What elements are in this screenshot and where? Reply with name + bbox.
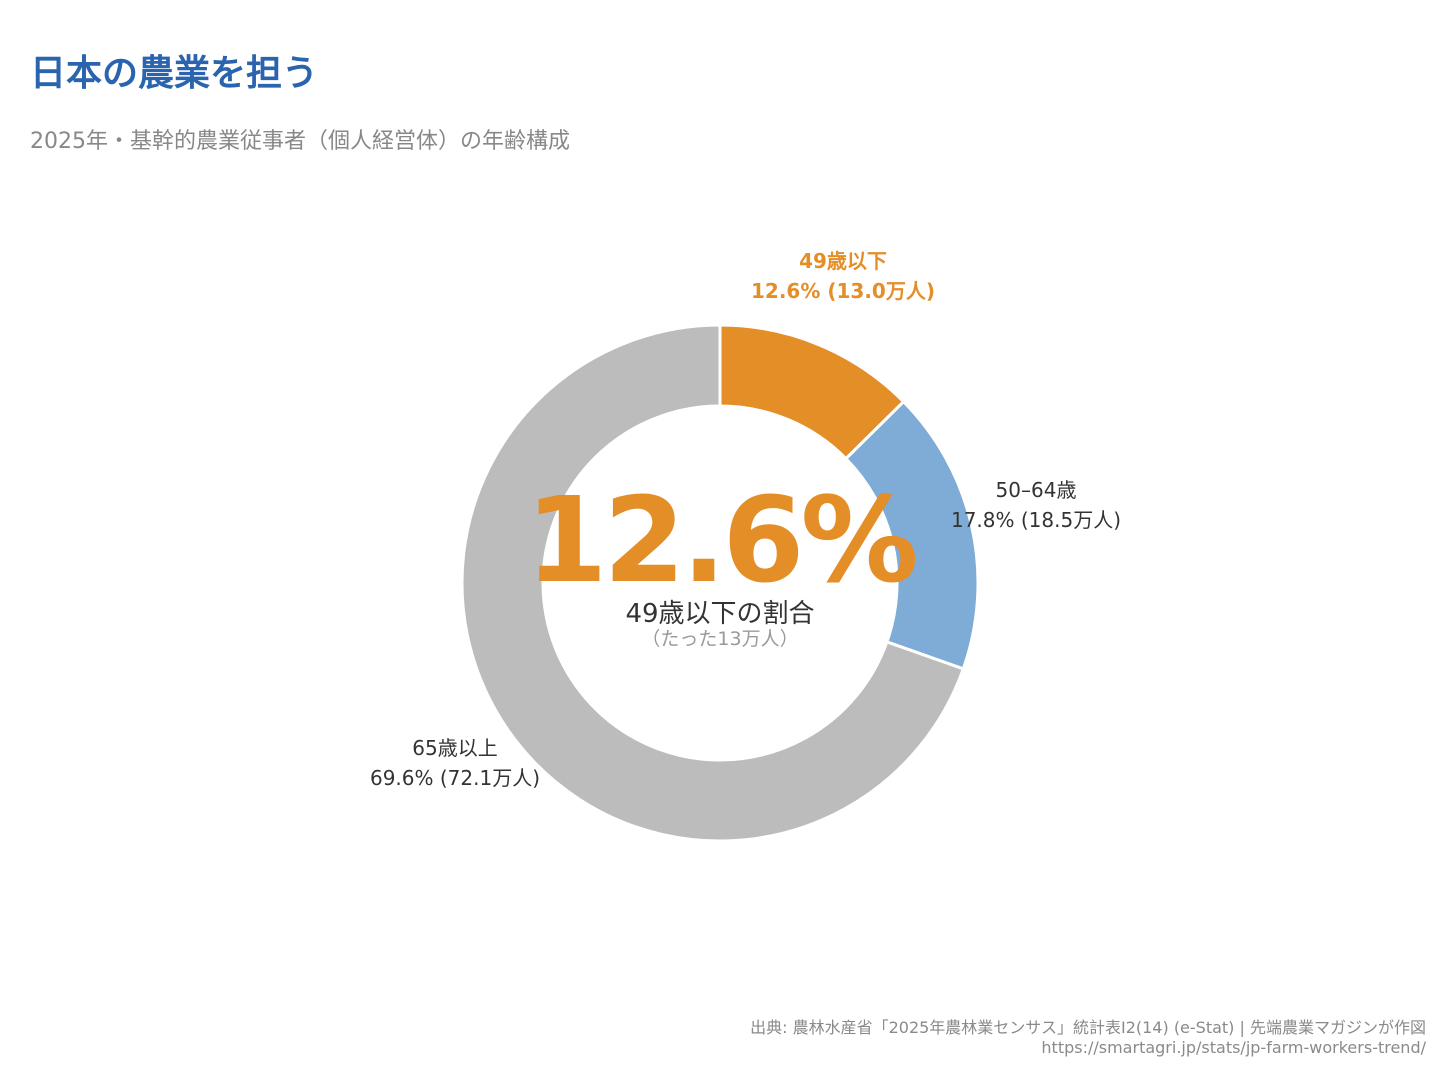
- center-note: （たった13万人）: [641, 628, 798, 650]
- slice-label-value-2: 17.8% (18.5万人): [951, 508, 1121, 532]
- source-note: 出典: 農林水産省「2025年農林業センサス」統計表Ⅰ2(14) (e-Stat…: [750, 1018, 1426, 1037]
- slice-label-value-3: 69.6% (72.1万人): [370, 766, 540, 790]
- donut-slice-3: [460, 323, 966, 843]
- slice-label-value-1: 12.6% (13.0万人): [751, 279, 935, 303]
- slice-label-name-1: 49歳以下: [799, 249, 887, 273]
- slice-label-name-2: 50–64歳: [996, 478, 1077, 502]
- source-url[interactable]: https://smartagri.jp/stats/jp-farm-worke…: [1041, 1038, 1426, 1057]
- chart-title: 日本の農業を担う: [30, 53, 319, 94]
- slice-label-name-3: 65歳以上: [412, 736, 497, 760]
- chart-subtitle: 2025年・基幹的農業従事者（個人経営体）の年齢構成: [30, 129, 570, 154]
- center-caption: 49歳以下の割合: [625, 599, 814, 629]
- center-value: 12.6%: [525, 471, 915, 609]
